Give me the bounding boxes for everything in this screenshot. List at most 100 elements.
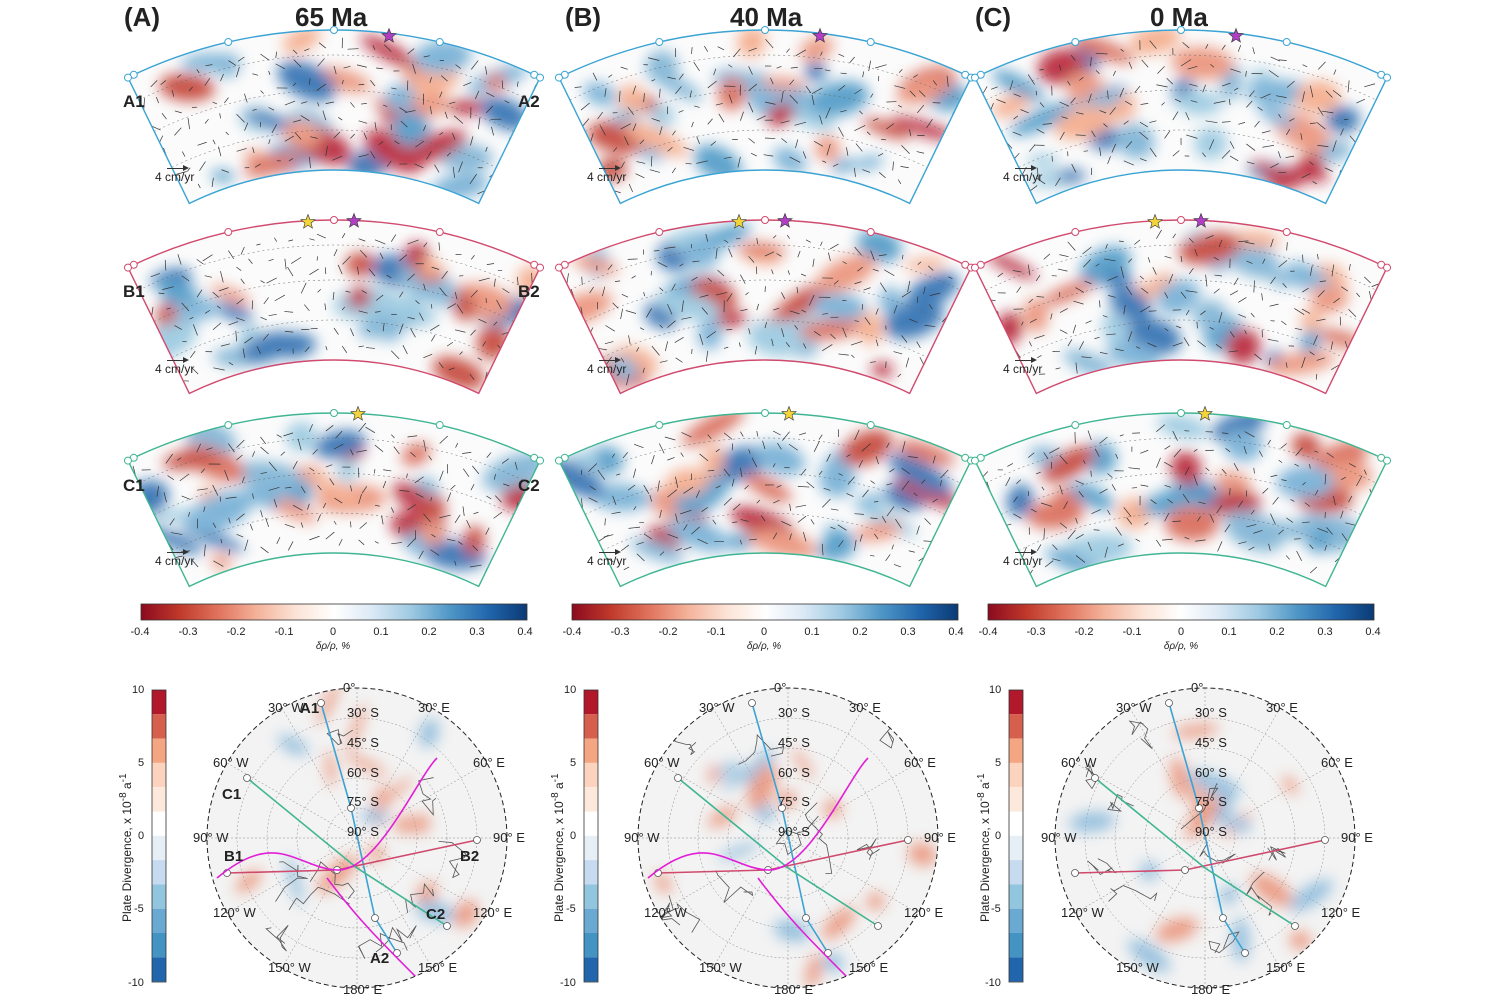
velocity-arrow — [212, 484, 219, 496]
velocity-arrow — [342, 256, 351, 265]
anomaly-blob — [282, 30, 321, 54]
cb-c-tick: 0.4 — [1365, 626, 1381, 638]
velocity-arrow — [764, 251, 775, 257]
anomaly-blob — [1276, 465, 1335, 499]
cb-a-tick: 0.2 — [421, 626, 437, 638]
velocity-arrow — [636, 347, 640, 352]
polar-grid-label: 60° W — [644, 755, 680, 770]
velocity-arrow — [659, 324, 663, 329]
divergence-colorbar-cell — [1009, 811, 1023, 836]
velocity-arrow — [1149, 120, 1157, 123]
velocity-arrow — [854, 429, 860, 441]
profile-line-c — [1094, 777, 1296, 927]
velocity-arrow — [1083, 150, 1089, 152]
velocity-arrow — [441, 270, 448, 280]
velocity-arrow — [335, 430, 343, 439]
divergence-label-b: Plate Divergence, x 10-8 a-1 — [550, 773, 566, 922]
anomaly-blob — [304, 472, 362, 506]
anomaly-blob — [1027, 499, 1084, 529]
anomaly-blob — [897, 78, 946, 104]
velocity-arrow — [1090, 470, 1092, 477]
velocity-arrow — [875, 339, 879, 347]
velocity-arrow — [429, 77, 432, 83]
velocity-arrow — [1244, 431, 1255, 438]
velocity-arrow — [217, 305, 221, 309]
velocity-arrow — [493, 473, 496, 480]
velocity-arrow — [1075, 480, 1085, 485]
velocity-arrow — [590, 133, 594, 143]
velocity-arrow — [707, 434, 712, 440]
cb-c-tick: 0.2 — [1269, 626, 1285, 638]
velocity-arrow — [1075, 534, 1084, 540]
divergence-colorbar-cell — [152, 933, 166, 958]
anomaly-blob — [1121, 126, 1154, 150]
cb-b-tick: -0.1 — [706, 626, 726, 638]
velocity-arrow — [1012, 270, 1022, 273]
velocity-arrow — [1140, 484, 1149, 487]
velocity-arrow — [1128, 467, 1141, 470]
velocity-arrow — [854, 513, 864, 515]
anomaly-blob — [1006, 484, 1034, 517]
velocity-arrow — [894, 85, 906, 89]
anomaly-blob — [883, 299, 944, 340]
cb-b-tick: 0.1 — [804, 626, 820, 638]
velocity-arrow — [188, 86, 193, 92]
purple-star-marker — [1228, 27, 1244, 43]
anomaly-blob — [1291, 433, 1321, 460]
velocity-arrow — [276, 434, 282, 438]
velocity-arrow — [1288, 118, 1295, 122]
velocity-arrow — [439, 91, 443, 98]
anomaly-blob — [895, 478, 962, 509]
velocity-arrow — [832, 163, 839, 167]
velocity-arrow — [1184, 536, 1190, 540]
velocity-arrow — [558, 93, 567, 96]
divergence-blob — [347, 703, 366, 752]
anomaly-blob — [904, 257, 946, 271]
polar-grid-label: 180° E — [1191, 982, 1231, 997]
velocity-arrow — [1262, 144, 1275, 148]
velocity-arrow — [370, 150, 376, 159]
velocity-arrow — [1301, 173, 1311, 179]
velocity-arrow — [358, 539, 365, 546]
velocity-arrow — [423, 283, 426, 291]
depth-contour — [569, 54, 961, 101]
divergence-colorbar-cell — [1009, 738, 1023, 763]
velocity-arrow — [772, 532, 778, 540]
velocity-arrow — [294, 131, 302, 140]
cross-section-b-1 — [554, 26, 976, 205]
coastline — [775, 815, 819, 856]
velocity-arrow — [675, 476, 679, 488]
velocity-arrow — [764, 137, 776, 139]
velocity-arrow — [1020, 109, 1029, 114]
velocity-arrow — [559, 476, 567, 479]
velocity-arrow — [1246, 143, 1256, 151]
column-title-65ma: 65 Ma — [295, 2, 368, 32]
velocity-arrow — [1185, 290, 1198, 293]
velocity-arrow — [236, 298, 244, 305]
polar-grid-label: 90° E — [924, 830, 956, 845]
anomaly-field — [986, 230, 1364, 377]
velocity-arrow — [1300, 133, 1303, 140]
velocity-arrow — [681, 316, 692, 320]
profile-node — [874, 922, 882, 930]
velocity-arrow — [407, 504, 416, 511]
section-marker — [1177, 26, 1185, 34]
velocity-arrow — [1332, 495, 1336, 506]
velocity-arrow — [748, 328, 751, 335]
velocity-arrow — [1326, 452, 1335, 458]
section-marker — [224, 228, 233, 237]
velocity-arrow — [701, 307, 709, 315]
velocity-arrow — [715, 448, 720, 453]
velocity-arrow — [197, 183, 201, 189]
divergence-blob — [821, 907, 856, 940]
velocity-arrow — [948, 276, 953, 279]
velocity-arrow — [1246, 260, 1253, 264]
velocity-arrow — [588, 497, 598, 503]
cb-a-tick: -0.4 — [130, 626, 150, 638]
divergence-blob — [792, 748, 814, 779]
velocity-arrow — [1216, 505, 1223, 514]
velocity-arrow — [1221, 82, 1231, 87]
anomaly-blob — [804, 61, 827, 82]
velocity-arrow — [1164, 255, 1172, 259]
velocity-arrow — [260, 446, 269, 455]
